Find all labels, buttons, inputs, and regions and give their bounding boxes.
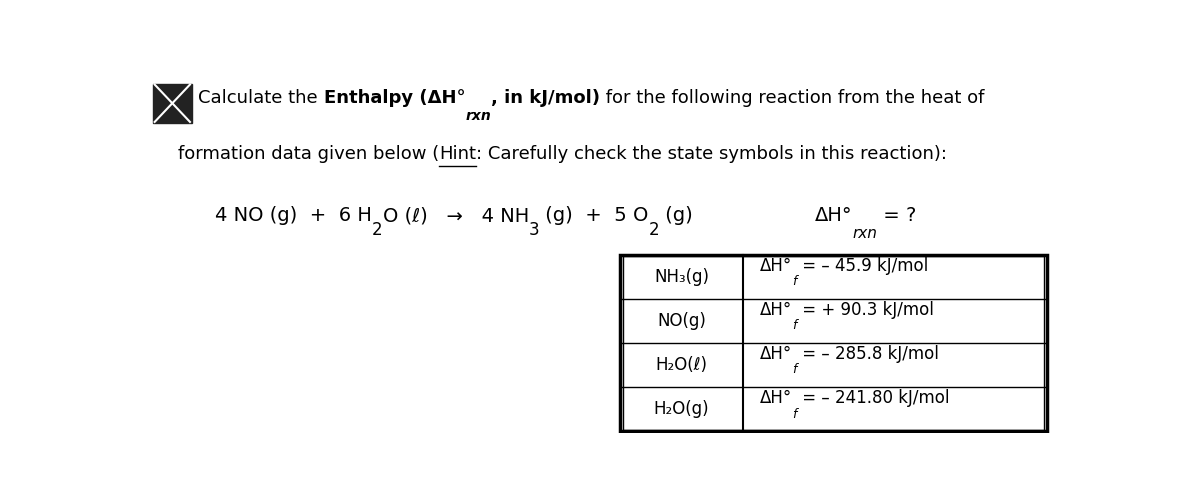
Text: 4 NO (g)  +  6 H: 4 NO (g) + 6 H — [215, 206, 372, 225]
Text: ΔH°: ΔH° — [760, 301, 792, 319]
Text: NH₃(g): NH₃(g) — [654, 268, 709, 286]
Text: = – 241.80 kJ/mol: = – 241.80 kJ/mol — [797, 389, 949, 407]
Text: rxn: rxn — [852, 226, 877, 241]
Text: Hint: Hint — [439, 145, 476, 163]
Text: ΔH°: ΔH° — [760, 389, 792, 407]
Text: 3: 3 — [529, 221, 540, 239]
Text: ΔH°: ΔH° — [760, 345, 792, 363]
Text: O (ℓ)   →   4 NH: O (ℓ) → 4 NH — [383, 206, 529, 225]
Text: H₂O(g): H₂O(g) — [654, 400, 709, 418]
Text: (g): (g) — [660, 206, 694, 225]
Text: = – 45.9 kJ/mol: = – 45.9 kJ/mol — [797, 257, 928, 275]
Text: (g)  +  5 O: (g) + 5 O — [540, 206, 649, 225]
Text: NO(g): NO(g) — [658, 312, 706, 330]
Text: : Carefully check the state symbols in this reaction):: : Carefully check the state symbols in t… — [476, 145, 947, 163]
Text: H₂O(ℓ): H₂O(ℓ) — [655, 356, 708, 374]
Text: formation data given below (: formation data given below ( — [178, 145, 439, 163]
Text: ΔH°: ΔH° — [760, 257, 792, 275]
Bar — [623, 256, 1044, 430]
Text: for the following reaction from the heat of: for the following reaction from the heat… — [600, 89, 984, 107]
Text: = ?: = ? — [877, 206, 917, 225]
Bar — [619, 255, 1048, 432]
Text: f: f — [792, 364, 797, 377]
Text: = – 285.8 kJ/mol: = – 285.8 kJ/mol — [797, 345, 938, 363]
Text: Calculate the: Calculate the — [198, 89, 324, 107]
FancyBboxPatch shape — [152, 84, 192, 122]
Text: rxn: rxn — [466, 109, 491, 122]
Text: f: f — [792, 408, 797, 420]
Text: f: f — [792, 319, 797, 332]
Text: = + 90.3 kJ/mol: = + 90.3 kJ/mol — [797, 301, 934, 319]
Text: Enthalpy (ΔH°: Enthalpy (ΔH° — [324, 89, 466, 107]
Text: f: f — [792, 275, 797, 288]
Text: ΔH°: ΔH° — [815, 206, 852, 225]
Text: 2: 2 — [372, 221, 383, 239]
Text: 2: 2 — [649, 221, 660, 239]
Text: , in kJ/mol): , in kJ/mol) — [491, 89, 600, 107]
